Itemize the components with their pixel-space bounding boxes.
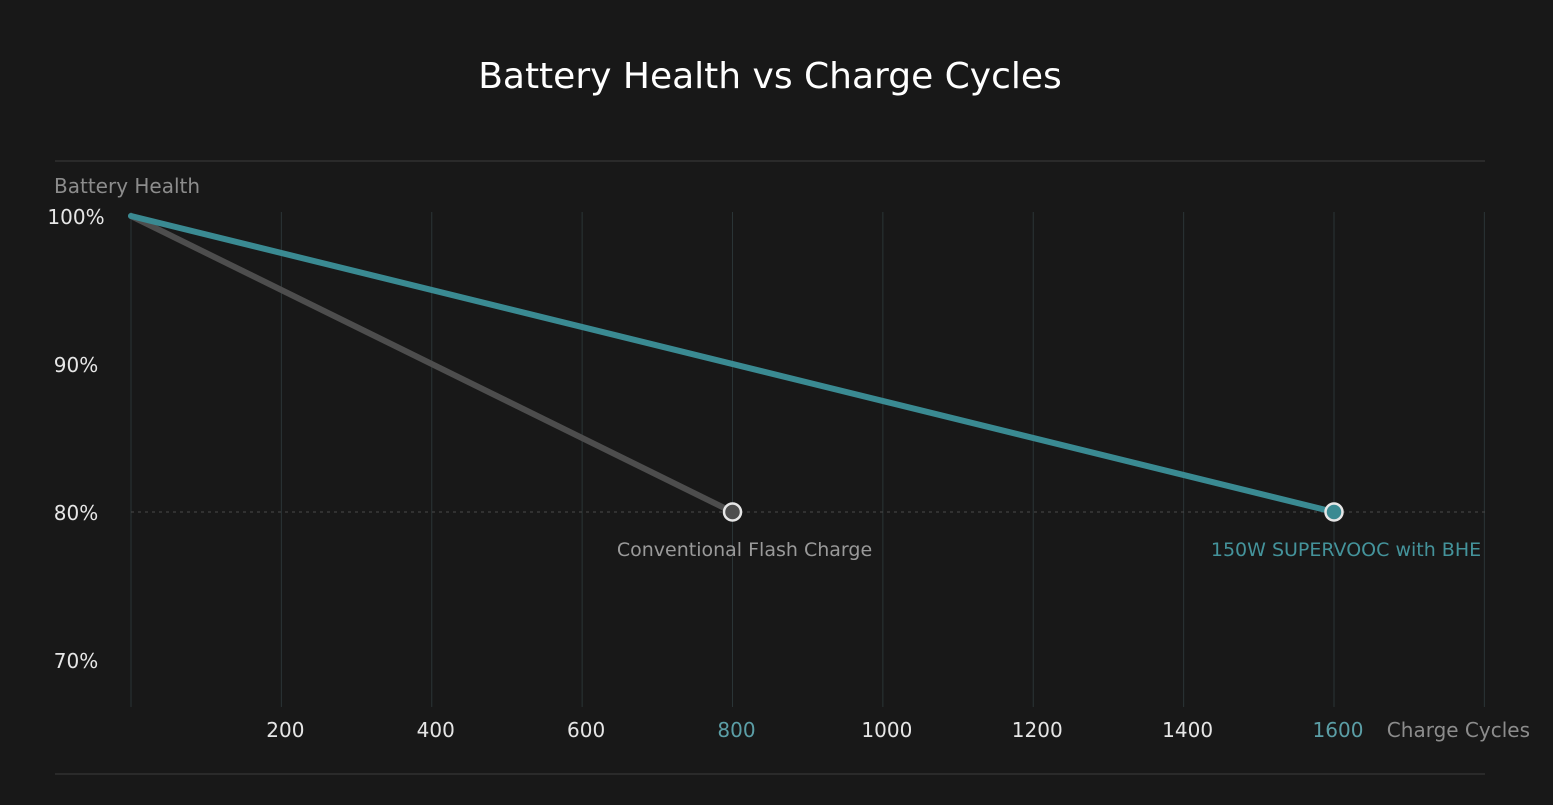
x-tick-label: 1200: [1012, 718, 1063, 742]
x-tick-label: 1000: [861, 718, 912, 742]
grid-lines: [130, 212, 1485, 707]
x-tick-labels: 200 400 600 800 1000 1200 1400 1600: [266, 718, 1363, 742]
x-tick-label: 200: [266, 718, 304, 742]
series-line-supervooc: [128, 213, 1337, 515]
y-tick-label: 70%: [54, 649, 98, 673]
series-labels: Conventional Flash Charge 150W SUPERVOOC …: [617, 539, 1481, 561]
y-tick-label: 80%: [54, 501, 98, 525]
series-line-conventional: [128, 213, 736, 515]
data-series: [128, 213, 1344, 522]
x-tick-label: 1400: [1162, 718, 1213, 742]
x-axis-label: Charge Cycles: [1387, 718, 1530, 742]
y-tick-labels: 100% 90% 80% 70%: [47, 205, 104, 673]
x-tick-label: 800: [717, 718, 755, 742]
x-tick-label: 400: [417, 718, 455, 742]
chart-title: Battery Health vs Charge Cycles: [478, 56, 1062, 97]
series-name-label: 150W SUPERVOOC with BHE: [1211, 539, 1481, 561]
series-end-marker: [722, 502, 743, 522]
y-tick-label: 100%: [47, 205, 104, 229]
series-end-marker: [1324, 502, 1344, 522]
y-tick-label: 90%: [54, 353, 98, 377]
x-tick-label: 600: [567, 718, 605, 742]
x-tick-label: 1600: [1313, 718, 1364, 742]
y-axis-label: Battery Health: [54, 174, 200, 198]
series-name-label: Conventional Flash Charge: [617, 539, 872, 561]
